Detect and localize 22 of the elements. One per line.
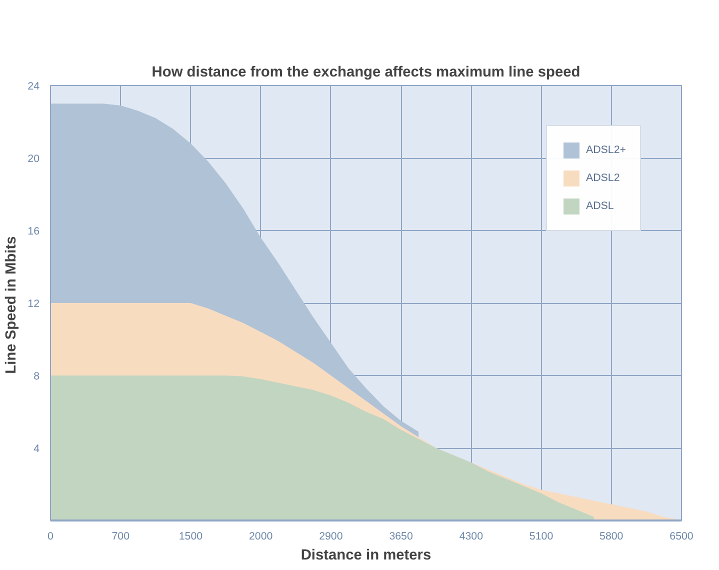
legend-label: ADSL2+ bbox=[586, 144, 626, 156]
x-tick-label: 2900 bbox=[319, 530, 343, 542]
y-tick-label: 16 bbox=[28, 226, 40, 238]
y-tick-label: 20 bbox=[28, 153, 40, 165]
x-tick-label: 2000 bbox=[248, 530, 273, 542]
x-tick-label: 5100 bbox=[529, 530, 554, 542]
y-tick-label: 24 bbox=[28, 80, 40, 92]
x-tick-label: 4300 bbox=[459, 530, 484, 542]
y-tick-label: 12 bbox=[28, 298, 40, 310]
y-axis-title: Line Speed in Mbits bbox=[4, 236, 20, 374]
legend-label: ADSL2 bbox=[586, 172, 620, 184]
x-tick-label: 5800 bbox=[600, 530, 624, 542]
legend-label: ADSL bbox=[586, 200, 614, 212]
y-tick-label: 8 bbox=[34, 370, 40, 382]
x-axis-title: Distance in meters bbox=[300, 548, 432, 564]
x-tick-label: 700 bbox=[112, 530, 130, 542]
x-tick-label: 6500 bbox=[670, 530, 694, 542]
x-tick-label: 1500 bbox=[178, 530, 203, 542]
x-tick-label: 3650 bbox=[389, 530, 413, 542]
chart-title: How distance from the exchange affects maximum line speed bbox=[152, 64, 580, 80]
y-tick-label: 4 bbox=[34, 443, 40, 455]
x-tick-label: 0 bbox=[48, 530, 54, 542]
